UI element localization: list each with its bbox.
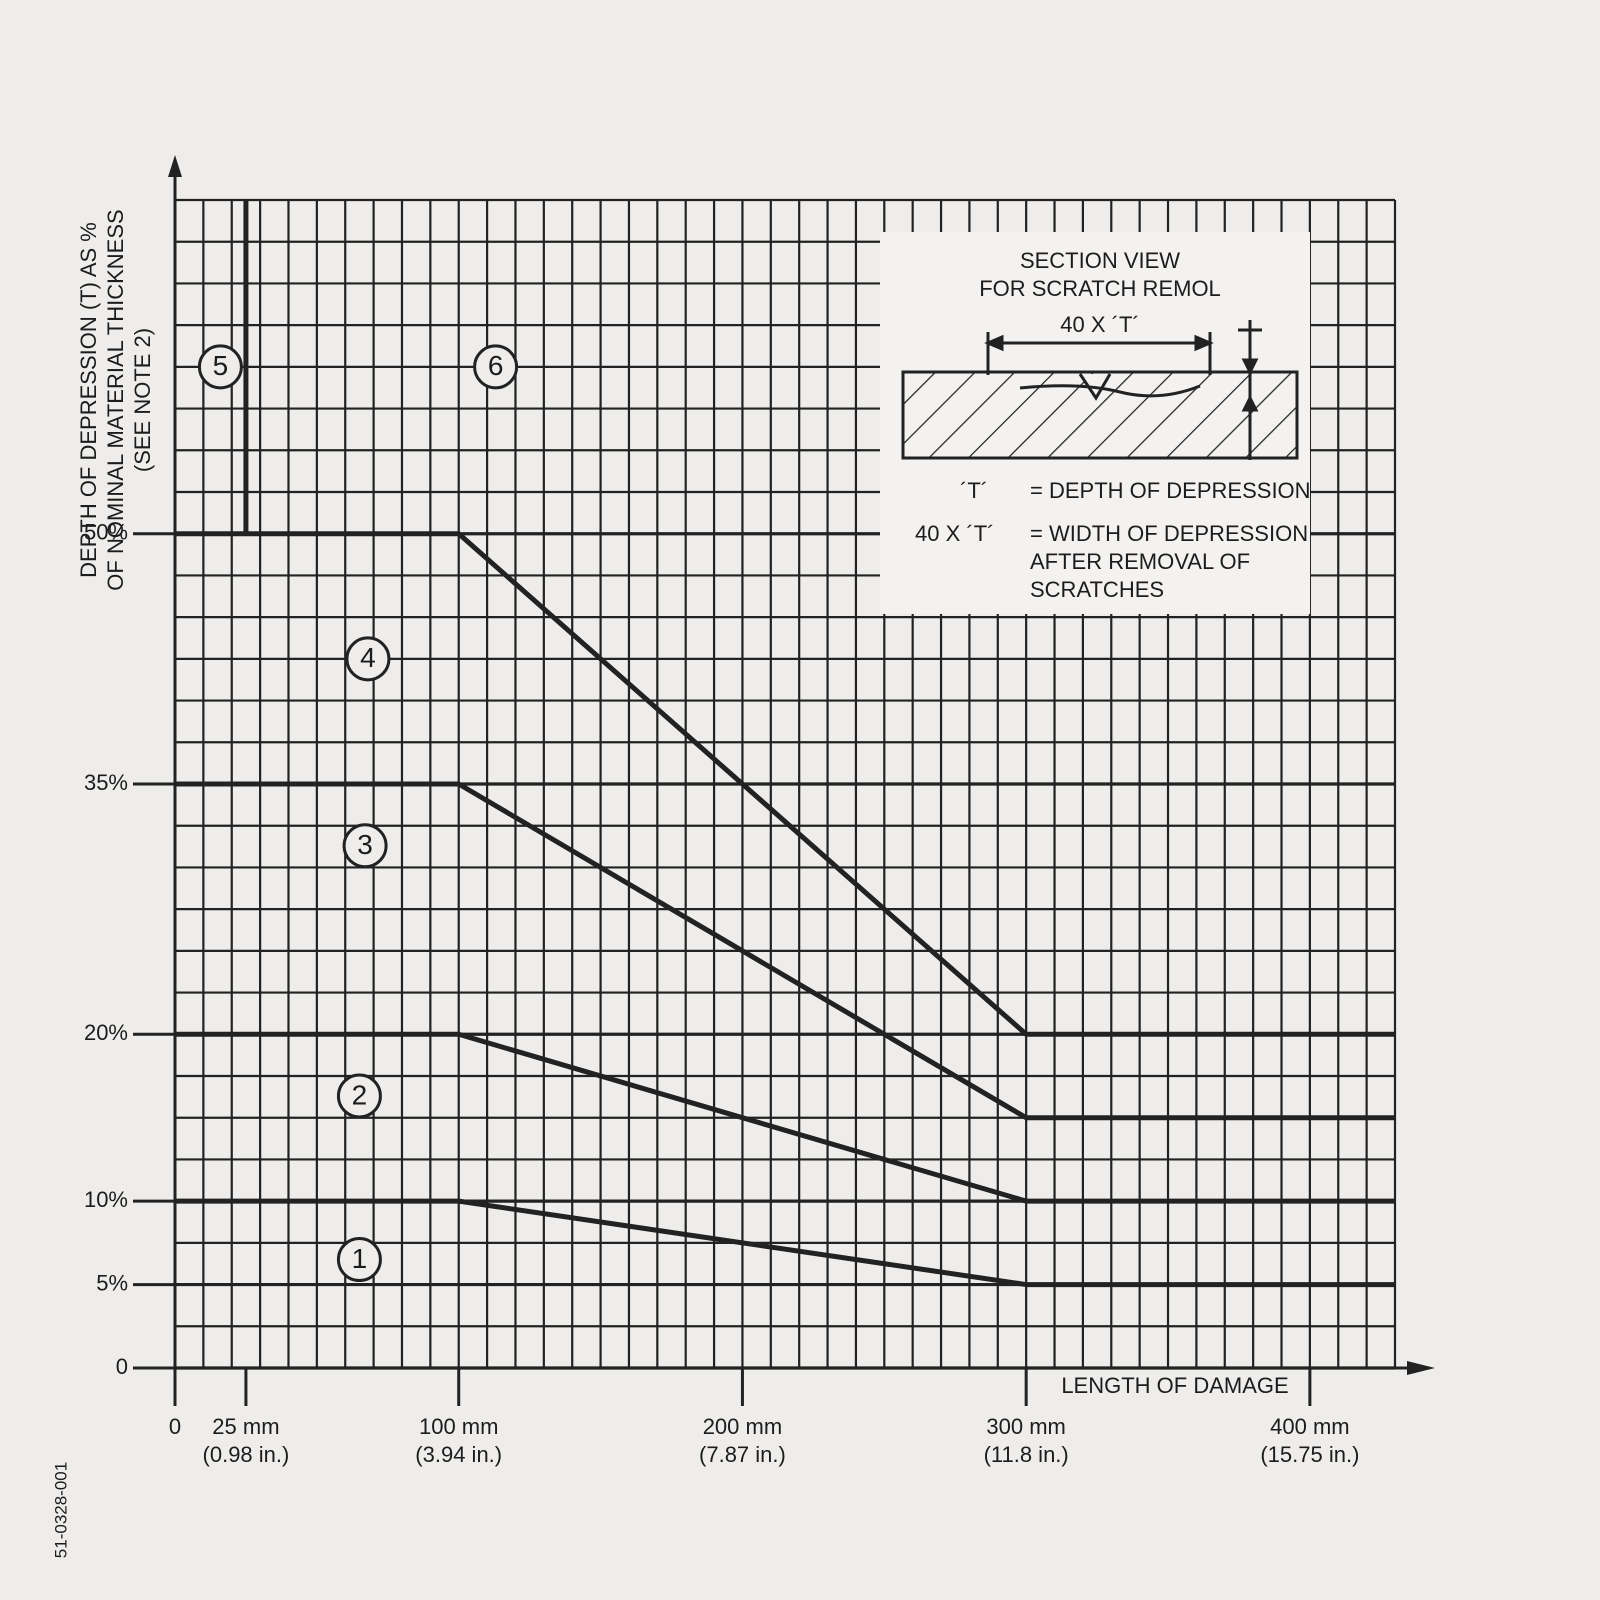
inset: SECTION VIEW FOR SCRATCH REMOL 40 X ´T´ … [880, 232, 1311, 614]
inset-legend-text: AFTER REMOVAL OF [1030, 549, 1250, 574]
annotation-label: 5 [213, 350, 229, 381]
x-tick-label: 200 mm [703, 1414, 782, 1439]
inset-title: FOR SCRATCH REMOL [979, 276, 1221, 301]
inset-title: SECTION VIEW [1020, 248, 1180, 273]
x-tick-sublabel: (11.8 in.) [984, 1442, 1069, 1467]
x-tick-label: 300 mm [986, 1414, 1065, 1439]
y-tick-label: 50% [84, 520, 128, 545]
x-tick-label: 100 mm [419, 1414, 498, 1439]
y-axis-title-line: (SEE NOTE 2) [130, 328, 155, 472]
y-tick-label: 10% [84, 1187, 128, 1212]
y-axis-title: DEPTH OF DEPRESSION (T) AS % OF NOMINAL … [76, 209, 155, 590]
y-axis-arrow [168, 155, 182, 177]
inset-dimension: 40 X ´T´ [1060, 312, 1139, 337]
annotation-circle [336, 1073, 382, 1119]
inset-legend-text: = WIDTH OF DEPRESSION [1030, 521, 1308, 546]
x-tick-sublabel: (7.87 in.) [699, 1442, 786, 1467]
x-axis-title: LENGTH OF DAMAGE [1061, 1373, 1288, 1398]
plot-area: 0 5% 10% 20% 35% 50% 0 25 mm (0.98 in.) 100 mm (3.… [84, 155, 1435, 1467]
inset-legend-key: ´T´ [960, 478, 988, 503]
x-tick-label: 0 [169, 1414, 181, 1439]
y-tick-label: 35% [84, 770, 128, 795]
x-tick-label: 400 mm [1270, 1414, 1349, 1439]
annotation-label: 6 [488, 350, 504, 381]
y-axis-title-line: OF NOMINAL MATERIAL THICKNESS [103, 209, 128, 590]
x-tick-sublabel: (0.98 in.) [203, 1442, 290, 1467]
x-axis-arrow [1407, 1361, 1435, 1375]
inset-drawing [901, 320, 1299, 460]
inset-legend-key: 40 X ´T´ [915, 521, 994, 546]
y-tick-label: 5% [96, 1270, 128, 1295]
data-line [175, 531, 1395, 1037]
data-line [175, 1031, 1395, 1204]
inset-legend-text: = DEPTH OF DEPRESSION [1030, 478, 1311, 503]
x-tick-sublabel: (3.94 in.) [415, 1442, 502, 1467]
y-tick-label: 20% [84, 1020, 128, 1045]
y-tick-label: 0 [116, 1354, 128, 1379]
inset-legend-text: SCRATCHES [1030, 577, 1164, 602]
annotation-circle [345, 636, 391, 682]
annotation-label: 3 [357, 829, 373, 860]
data-line [175, 781, 1395, 1121]
annotation-circle [473, 344, 519, 390]
x-tick-sublabel: (15.75 in.) [1260, 1442, 1359, 1467]
data-line [175, 1198, 1395, 1288]
annotation-label: 4 [360, 642, 376, 673]
annotation-circle [342, 823, 388, 869]
x-tick-label: 25 mm [212, 1414, 279, 1439]
annotation-label: 1 [352, 1243, 368, 1274]
figure-id: 51-0328-001 [51, 1462, 70, 1558]
annotation-circle [336, 1237, 382, 1283]
annotation-label: 2 [352, 1079, 368, 1110]
y-axis-title-line: DEPTH OF DEPRESSION (T) AS % [76, 222, 101, 578]
annotation-circle [197, 344, 243, 390]
